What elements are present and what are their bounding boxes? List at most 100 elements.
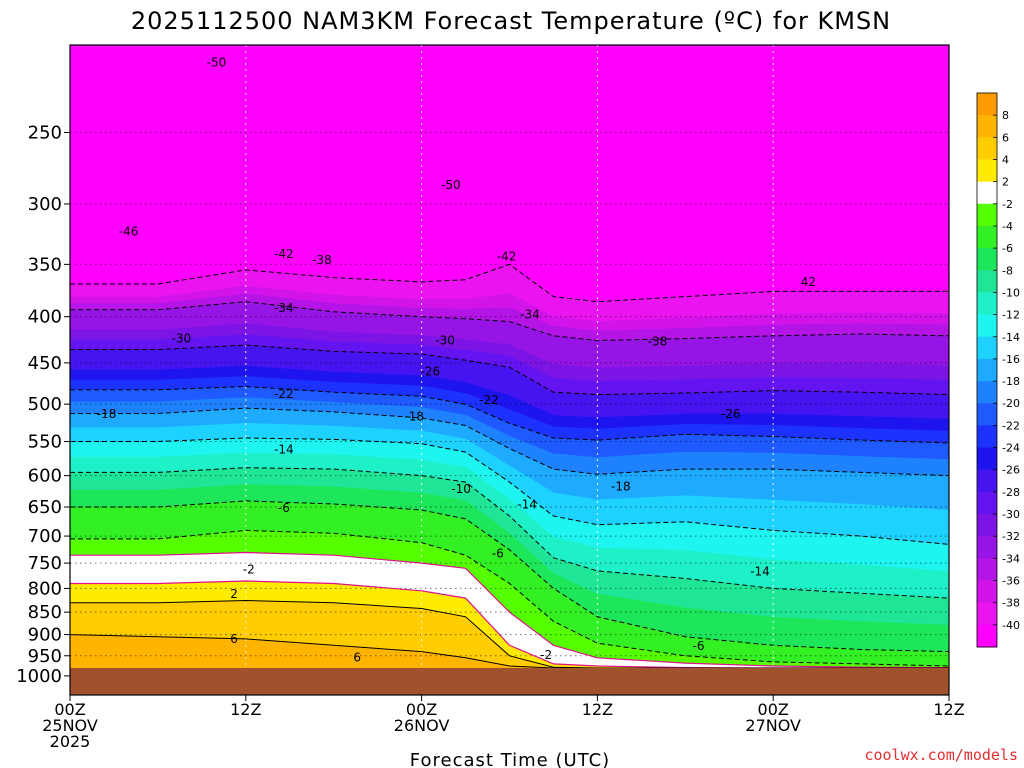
colorbar-swatch	[977, 336, 997, 360]
temperature-fill-layer	[70, 45, 949, 695]
y-tick-label: 850	[28, 602, 62, 623]
y-tick-label: 700	[28, 526, 62, 547]
x-axis-label: Forecast Time (UTC)	[410, 750, 610, 768]
contour-label: 6	[230, 632, 238, 646]
contour-label: -18	[611, 480, 631, 494]
y-tick-label: 900	[28, 625, 62, 646]
contour-label: -42	[497, 249, 517, 263]
colorbar-label: 8	[1002, 109, 1009, 122]
x-tick-label: 25NOV	[42, 716, 98, 735]
grid-layer	[70, 45, 949, 695]
colorbar-label: -36	[1002, 575, 1020, 588]
colorbar-swatch	[977, 181, 997, 205]
contour-label: -22	[479, 393, 499, 407]
contour-label: -2	[243, 562, 255, 576]
colorbar-label: -16	[1002, 353, 1020, 366]
colorbar-label: -26	[1002, 464, 1020, 477]
colorbar-label: 2	[1002, 176, 1009, 189]
y-tick-label: 750	[28, 553, 62, 574]
colorbar-label: -24	[1002, 442, 1020, 455]
colorbar-swatch	[977, 558, 997, 582]
colorbar-swatch	[977, 514, 997, 537]
colorbar-swatch	[977, 137, 997, 160]
contour-label: -30	[435, 333, 455, 347]
contour-label: -38	[648, 334, 668, 348]
isotherm-line	[70, 263, 949, 303]
y-tick-label: 550	[28, 432, 62, 453]
contour-label: -2	[540, 648, 552, 662]
colorbar-label: -2	[1002, 198, 1013, 211]
y-tick-label: 400	[28, 307, 62, 328]
credit-text: coolwx.com/models	[864, 746, 1018, 764]
colorbar-swatch	[977, 115, 997, 138]
colorbar-swatch	[977, 159, 997, 183]
x-tick-label: 12Z	[230, 700, 261, 719]
contour-label: -34	[520, 308, 540, 322]
ground-surface	[70, 667, 949, 695]
y-tick-label: 300	[28, 194, 62, 215]
contour-label: -26	[421, 364, 441, 378]
contour-label: -6	[492, 547, 504, 561]
isotherm-line	[70, 500, 950, 653]
y-tick-label: 650	[28, 497, 62, 518]
isotherm-line	[70, 407, 950, 477]
x-tick-label: 00Z	[54, 700, 85, 719]
contour-label: -14	[274, 442, 294, 456]
contour-label: -38	[312, 253, 332, 267]
y-tick-label: 950	[28, 646, 62, 667]
contour-label: -30	[172, 332, 192, 346]
colorbar-swatch	[977, 248, 997, 271]
colorbar-label: -6	[1002, 242, 1013, 255]
contour-label: -18	[404, 410, 424, 424]
colorbar-swatch	[977, 425, 997, 449]
contour-label: -10	[451, 482, 471, 496]
colorbar-swatch	[977, 469, 997, 493]
colorbar-label: -28	[1002, 486, 1020, 499]
colorbar-legend: 8 6 4 2 -2 -4 -6 -8 -10 -12 -14 -16 -18 -20 -22 -24 -26 -…	[976, 92, 1020, 648]
colorbar-swatch	[977, 403, 997, 426]
contour-label: -26	[721, 407, 741, 421]
contour-label: -6	[693, 639, 705, 653]
x-tick-label: 27NOV	[745, 716, 801, 735]
x-tick-label: 2025	[50, 732, 91, 751]
contour-label: -14	[750, 564, 770, 578]
y-tick-label: 250	[28, 122, 62, 143]
ground-surface-layer	[70, 667, 949, 695]
contour-label: -6	[278, 501, 290, 515]
x-tick-label: 26NOV	[394, 716, 450, 735]
x-tick-label: 00Z	[406, 700, 437, 719]
colorbar-swatch	[977, 270, 997, 293]
x-tick-label: 12Z	[582, 700, 613, 719]
isotherm-line	[70, 551, 950, 669]
colorbar-swatch	[977, 602, 997, 626]
colorbar-label: -14	[1002, 331, 1020, 344]
contour-label: -50	[207, 55, 227, 69]
isotherm-line	[70, 301, 950, 342]
isotherm-line	[70, 529, 950, 667]
isotherm-line	[70, 344, 950, 396]
colorbar-label: -8	[1002, 264, 1013, 277]
colorbar-swatch	[977, 447, 997, 471]
colorbar-label: -18	[1002, 375, 1020, 388]
colorbar-label: -38	[1002, 597, 1020, 610]
contour-label: -22	[274, 387, 294, 401]
x-tick-label: 00Z	[758, 700, 789, 719]
colorbar-label: -32	[1002, 530, 1020, 543]
colorbar-swatch	[977, 381, 997, 404]
isotherm-line	[70, 385, 950, 444]
contour-label: -18	[97, 407, 117, 421]
isotherm-line	[70, 467, 950, 599]
colorbar-swatch	[977, 358, 997, 382]
colorbar-label: -34	[1002, 552, 1020, 565]
colorbar-label: -30	[1002, 508, 1020, 521]
contour-label: -42	[274, 247, 294, 261]
colorbar-frame	[976, 92, 998, 648]
contour-label: -14	[517, 498, 537, 512]
contour-label: -46	[119, 225, 139, 239]
colorbar-swatch	[977, 624, 997, 648]
y-tick-label: 350	[28, 254, 62, 275]
isotherm-line	[70, 437, 950, 545]
plot-frame	[69, 44, 950, 696]
